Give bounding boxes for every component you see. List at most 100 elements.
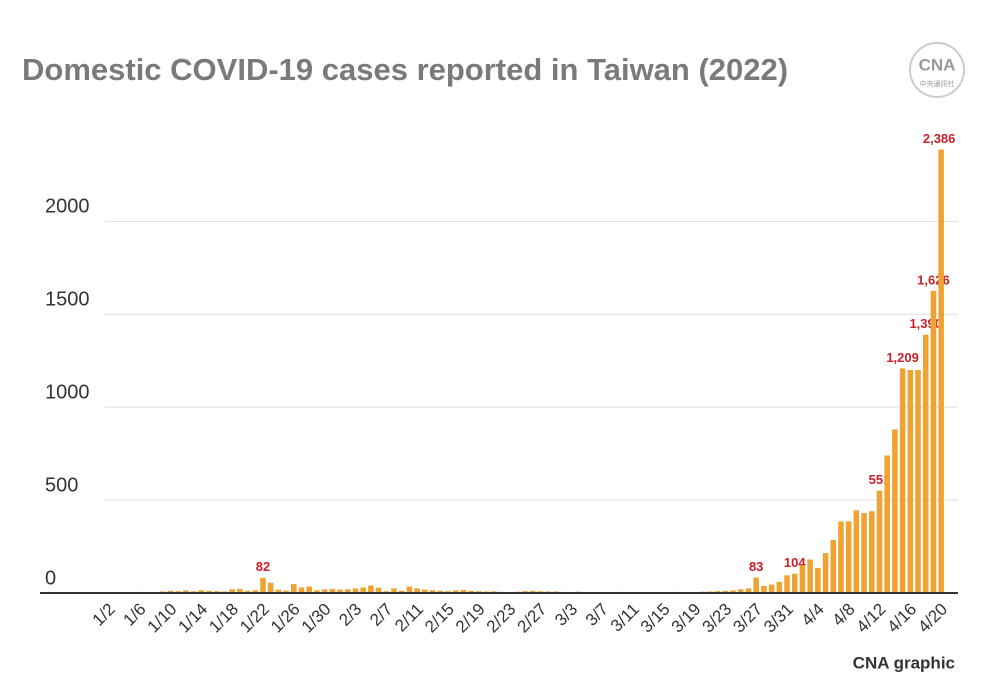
- x-tick-label: 4/12: [853, 600, 890, 637]
- x-tick-label: 3/3: [551, 600, 581, 630]
- bar: [730, 590, 736, 593]
- x-tick-label: 1/10: [144, 600, 181, 637]
- logo-ring: [909, 42, 965, 98]
- bar: [753, 577, 759, 593]
- data-label: 83: [749, 559, 763, 574]
- x-tick-label: 2/27: [514, 600, 551, 637]
- bar: [838, 521, 844, 593]
- bar: [321, 589, 328, 593]
- x-tick-label: 4/16: [883, 600, 920, 637]
- bar: [352, 588, 359, 593]
- bar: [391, 588, 397, 593]
- x-tick-label: 1/26: [267, 600, 304, 637]
- bar: [768, 584, 775, 593]
- bar: [815, 567, 821, 593]
- x-tick-label: 3/19: [668, 600, 705, 637]
- bar: [845, 521, 852, 593]
- bar: [807, 559, 813, 593]
- bar: [283, 590, 289, 593]
- x-tick-label: 3/23: [699, 600, 736, 637]
- data-label: 1,209: [886, 350, 919, 365]
- bar: [745, 588, 752, 593]
- bar: [437, 590, 444, 593]
- x-tick-label: 2/19: [452, 600, 489, 637]
- bar: [861, 513, 867, 593]
- x-tick-label: 1/2: [89, 600, 119, 630]
- data-label: 1,626: [917, 272, 950, 287]
- bar: [892, 429, 898, 593]
- bar: [799, 565, 806, 593]
- bar: [791, 573, 798, 593]
- chart-title: Domestic COVID-19 cases reported in Taiw…: [22, 52, 788, 87]
- bar: [314, 590, 320, 593]
- source: CNA graphic: [853, 653, 955, 672]
- bar: [930, 290, 937, 593]
- bar: [360, 587, 366, 593]
- y-tick-label: 2000: [45, 196, 90, 218]
- y-tick-label: 0: [45, 567, 56, 589]
- bar: [422, 589, 428, 593]
- bar: [275, 589, 282, 593]
- data-label: 1,390: [909, 316, 942, 331]
- data-label: 82: [256, 559, 270, 574]
- bar: [368, 585, 374, 593]
- bar: [398, 590, 405, 593]
- bar: [298, 587, 305, 593]
- x-tick-label: 3/7: [582, 600, 612, 630]
- data-label: 2,386: [923, 131, 956, 146]
- bar: [853, 510, 860, 593]
- y-tick-label: 1000: [45, 381, 90, 403]
- bar: [938, 149, 944, 593]
- bar: [830, 540, 837, 593]
- bar: [529, 590, 536, 593]
- bar: [884, 455, 890, 593]
- bar: [375, 587, 382, 593]
- bar: [869, 511, 875, 593]
- logo: CNA: [919, 55, 956, 74]
- x-tick-label: 4/4: [798, 600, 828, 630]
- bar: [267, 582, 274, 593]
- bar: [260, 577, 266, 593]
- x-tick-label: 3/27: [729, 600, 766, 637]
- bar: [244, 590, 251, 593]
- bar: [252, 590, 259, 593]
- logo-subtext: 中央通訊社: [920, 79, 955, 88]
- bar: [237, 588, 243, 593]
- bar: [761, 585, 767, 593]
- x-tick-label: 4/20: [914, 600, 951, 637]
- x-tick-label: 1/14: [174, 600, 211, 637]
- bar: [899, 368, 906, 593]
- bar: [460, 590, 467, 593]
- bar: [167, 590, 174, 593]
- bar: [406, 586, 413, 593]
- bar: [414, 588, 420, 593]
- bar: [876, 490, 883, 593]
- bar: [738, 589, 744, 593]
- bar: [922, 334, 929, 593]
- x-tick-label: 2/11: [391, 600, 427, 636]
- x-tick-label: 1/18: [205, 600, 242, 637]
- bar: [452, 590, 459, 593]
- bar: [306, 586, 312, 593]
- x-tick-label: 2/15: [421, 600, 458, 637]
- y-tick-label: 1500: [45, 289, 90, 311]
- bar: [183, 590, 189, 593]
- y-tick-label: 500: [45, 474, 78, 496]
- x-tick-label: 2/3: [335, 600, 365, 630]
- bar: [198, 590, 205, 593]
- bar: [291, 584, 297, 593]
- x-tick-label: 2/23: [483, 600, 520, 637]
- bar: [776, 581, 783, 593]
- bar: [337, 589, 343, 593]
- bar: [915, 370, 921, 593]
- bar: [429, 590, 436, 593]
- x-tick-label: 3/31: [760, 600, 797, 637]
- bar: [907, 370, 914, 593]
- bar: [822, 553, 829, 593]
- bar: [784, 575, 790, 593]
- bar: [722, 590, 729, 593]
- x-tick-label: 3/11: [607, 600, 643, 636]
- bar: [206, 590, 212, 593]
- x-tick-label: 3/15: [637, 600, 674, 637]
